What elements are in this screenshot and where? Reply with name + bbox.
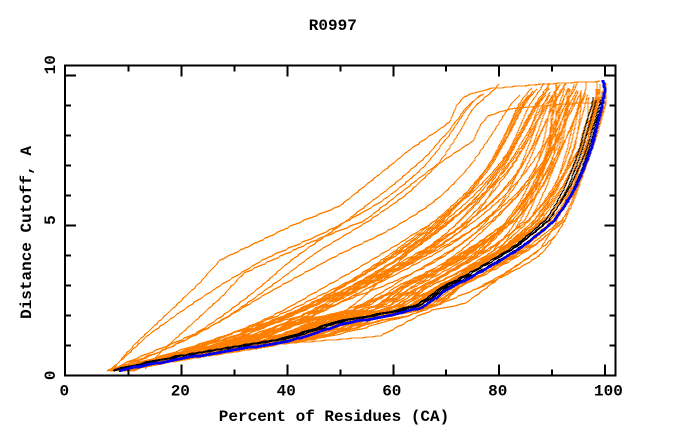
svg-text:R0997: R0997	[309, 17, 357, 35]
svg-text:20: 20	[171, 383, 190, 401]
svg-text:80: 80	[488, 383, 507, 401]
svg-text:0: 0	[59, 383, 69, 401]
svg-text:60: 60	[382, 383, 401, 401]
svg-text:10: 10	[42, 55, 60, 74]
svg-text:Distance Cutoff, A: Distance Cutoff, A	[18, 146, 36, 319]
svg-text:5: 5	[42, 215, 60, 225]
svg-text:100: 100	[594, 383, 623, 401]
svg-text:Percent of Residues (CA): Percent of Residues (CA)	[219, 408, 449, 426]
svg-text:0: 0	[42, 370, 60, 380]
svg-text:40: 40	[277, 383, 296, 401]
